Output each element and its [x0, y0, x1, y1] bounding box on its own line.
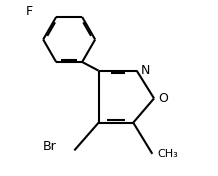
Text: F: F	[26, 5, 33, 18]
Text: N: N	[141, 64, 150, 77]
Text: CH₃: CH₃	[157, 149, 178, 159]
Text: Br: Br	[43, 140, 57, 153]
Text: O: O	[158, 92, 168, 105]
